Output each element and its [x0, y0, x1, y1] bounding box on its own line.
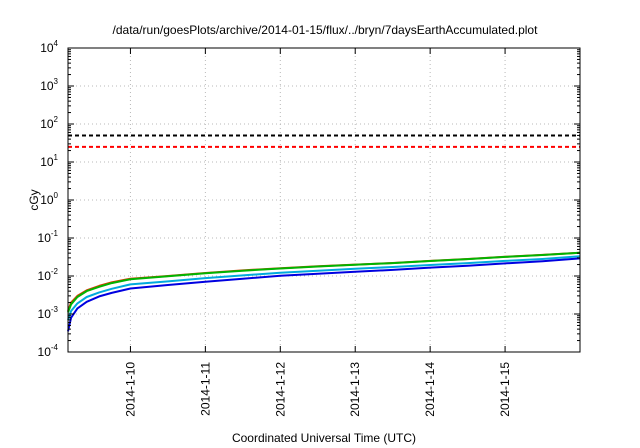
x-tick-label: 2014-1-11	[198, 362, 212, 416]
y-tick-label: 10-2	[38, 267, 59, 283]
x-tick-label: 2014-1-10	[123, 362, 137, 417]
x-tick-label: 2014-1-15	[498, 362, 512, 417]
x-tick-label: 2014-1-13	[348, 362, 362, 417]
chart-title: /data/run/goesPlots/archive/2014-01-15/f…	[113, 23, 539, 37]
y-tick-label: 10-4	[38, 343, 59, 359]
grid	[68, 48, 580, 352]
y-tick-label: 10-1	[38, 229, 59, 245]
threshold-lines	[68, 134, 580, 148]
y-tick-label: 10-3	[38, 305, 59, 321]
y-axis: 10-4 10-3 10-2 10-1 100 101 102 103 104	[38, 39, 580, 359]
y-tick-label: 103	[40, 77, 58, 93]
series-line	[67, 251, 581, 313]
y-axis-label: cGy	[27, 189, 41, 210]
x-tick-label: 2014-1-14	[423, 362, 437, 417]
y-tick-label: 101	[40, 153, 58, 169]
x-tick-label: 2014-1-12	[273, 362, 287, 417]
series-line	[67, 257, 581, 332]
series-line	[67, 255, 581, 321]
y-tick-label: 104	[40, 39, 58, 55]
x-axis: 2014-1-10 2014-1-11 2014-1-12 2014-1-13 2014…	[123, 48, 512, 417]
y-tick-label: 102	[40, 115, 58, 131]
x-axis-label: Coordinated Universal Time (UTC)	[232, 431, 416, 445]
y-tick-label: 100	[40, 191, 58, 207]
series-group	[67, 251, 581, 332]
